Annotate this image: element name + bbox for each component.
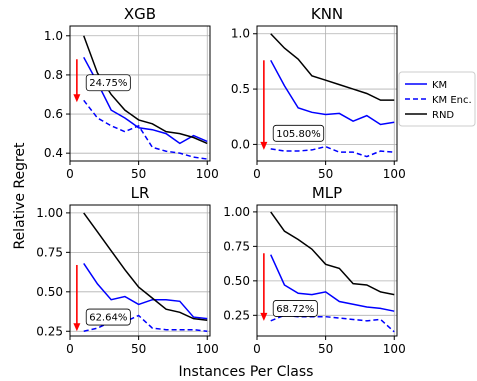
x-tick-label: 0 [66, 342, 74, 356]
series-line-rnd [83, 212, 208, 321]
y-tick-label: 1.00 [36, 206, 63, 220]
improvement-annotation-box [272, 124, 325, 142]
improvement-annotation-box [85, 74, 131, 92]
improvement-annotation-text: 62.64% [89, 313, 127, 324]
y-tick-label: 0.25 [36, 324, 63, 338]
x-tick-label: 50 [318, 167, 333, 181]
series-line-rnd [270, 33, 395, 101]
y-tick-label: 0.8 [44, 68, 63, 82]
x-tick-label: 100 [196, 342, 219, 356]
x-tick-label: 0 [66, 167, 74, 181]
y-tick-label: 0.5 [231, 82, 250, 96]
x-tick-label: 0 [253, 167, 261, 181]
x-tick-label: 50 [131, 342, 146, 356]
y-tick-label: 0.4 [44, 146, 63, 160]
legend-label-km: KM [432, 80, 447, 91]
series-line-km [270, 254, 395, 312]
series-line-km [83, 56, 208, 145]
subplot-lr: 62.64% 0 50 100 0.25 0.50 0.75 1.00 LR [36, 184, 218, 356]
subplot-title: MLP [312, 184, 342, 202]
improvement-annotation-box [85, 308, 131, 326]
series-line-km [83, 262, 208, 320]
y-tick-label: 0.25 [223, 308, 250, 322]
subplot-knn: 105.80% 0 50 100 0.0 0.5 1.0 KNN [231, 5, 406, 181]
subplot-mlp: 68.72% 0 50 100 0.25 0.50 0.75 1.00 MLP [223, 184, 405, 356]
x-tick-label: 0 [253, 342, 261, 356]
plot-frame [69, 204, 211, 337]
x-tick-label: 100 [383, 342, 406, 356]
series-line-km-enc [83, 99, 208, 160]
y-tick-label: 0.50 [36, 285, 63, 299]
y-tick-label: 1.0 [231, 27, 250, 41]
improvement-annotation-text: 24.75% [89, 78, 127, 89]
shared-y-axis-label: Relative Regret [12, 142, 28, 250]
series-line-km-enc [270, 145, 395, 158]
legend-label-rnd: RND [432, 110, 454, 121]
subplot-grid: 24.75% 0 50 100 0.4 0.6 0.8 1.0 XGB 105.80% 0 50 100… [36, 5, 405, 356]
y-tick-label: 1.0 [44, 29, 63, 43]
plot-frame [256, 204, 398, 337]
subplot-title: KNN [311, 5, 343, 23]
improvement-arrow-head [260, 312, 268, 321]
y-tick-label: 1.00 [223, 205, 250, 219]
subplot-xgb: 24.75% 0 50 100 0.4 0.6 0.8 1.0 XGB [44, 5, 219, 181]
legend: KM KM Enc. RND [398, 71, 476, 127]
legend-frame [398, 71, 476, 127]
plot-frame [69, 25, 211, 162]
series-line-rnd [270, 211, 395, 296]
improvement-annotation-text: 105.80% [276, 129, 321, 140]
subplot-title: LR [131, 184, 150, 202]
improvement-annotation-box [272, 300, 318, 317]
y-tick-label: 0.75 [36, 245, 63, 259]
y-tick-label: 0.50 [223, 274, 250, 288]
x-tick-label: 100 [196, 167, 219, 181]
y-tick-label: 0.6 [44, 107, 63, 121]
subplot-title: XGB [124, 5, 156, 23]
plot-frame [256, 25, 398, 162]
series-line-km-enc [270, 314, 395, 333]
shared-x-axis-label: Instances Per Class [179, 364, 314, 380]
improvement-arrow-head [260, 141, 268, 150]
x-tick-label: 50 [318, 342, 333, 356]
improvement-annotation-text: 68.72% [276, 304, 314, 315]
series-line-km-enc [83, 314, 208, 333]
y-tick-label: 0.75 [223, 239, 250, 253]
improvement-arrow-head [73, 323, 81, 332]
x-tick-label: 100 [383, 167, 406, 181]
x-tick-label: 50 [131, 167, 146, 181]
improvement-arrow-head [73, 94, 81, 103]
legend-label-km-enc: KM Enc. [432, 95, 472, 106]
y-tick-label: 0.0 [231, 137, 250, 151]
series-line-km [270, 59, 395, 126]
